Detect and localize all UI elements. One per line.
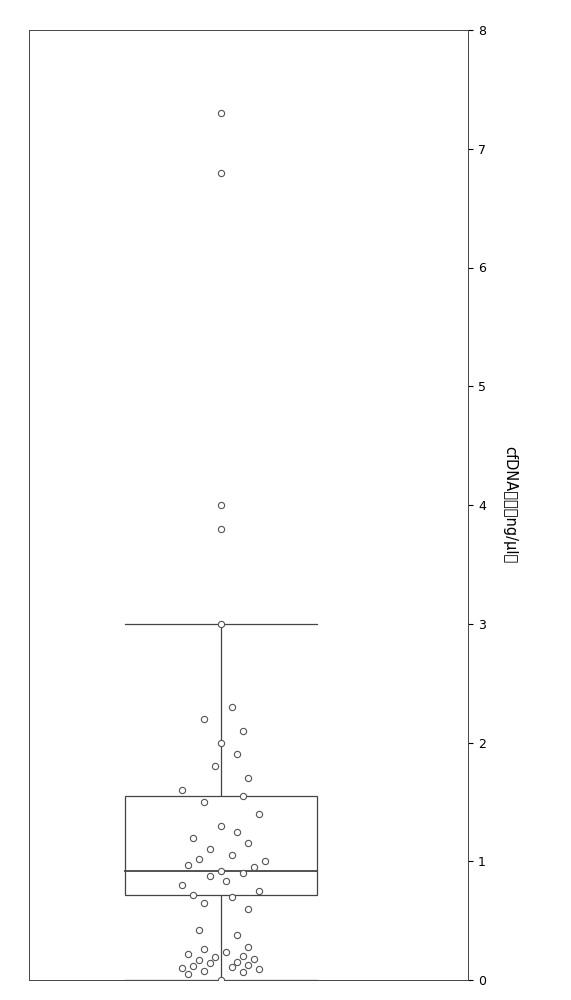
Bar xyxy=(124,796,317,894)
Y-axis label: cfDNA浓度（ng/μl）: cfDNA浓度（ng/μl） xyxy=(502,446,517,564)
